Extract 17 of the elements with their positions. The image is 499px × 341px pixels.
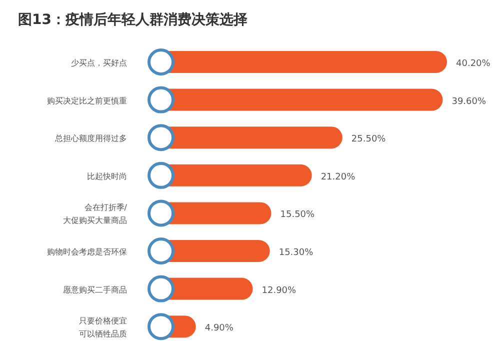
data-label: 25.50% xyxy=(351,134,386,145)
data-label: 39.60% xyxy=(452,96,486,107)
y-tick-label: 购物时会考虑是否环保 xyxy=(47,248,127,256)
data-label: 15.30% xyxy=(278,248,314,258)
data-label: 40.20% xyxy=(456,59,491,69)
y-tick-label: 少买点，买好点 xyxy=(71,58,127,68)
y-tick-label: 只要价格便宜可以牺牲品质 xyxy=(79,316,127,339)
data-label: 12.90% xyxy=(262,286,297,296)
y-tick-label: 会在打折季/大促购买大量商品 xyxy=(63,203,128,226)
data-label: 4.90% xyxy=(204,324,234,334)
y-tick-label: 比起快时尚 xyxy=(87,172,127,181)
y-tick-label: 愿意购买二手商品 xyxy=(63,285,127,294)
data-label: 15.50% xyxy=(280,210,316,220)
data-label: 21.20% xyxy=(320,172,356,182)
y-tick-label: 总担心额度用得过多 xyxy=(54,134,127,144)
chart-title: 图13：疫情后年轻人群消费决策选择 xyxy=(18,11,248,28)
y-tick-label: 购买决定比之前更慎重 xyxy=(47,96,127,106)
